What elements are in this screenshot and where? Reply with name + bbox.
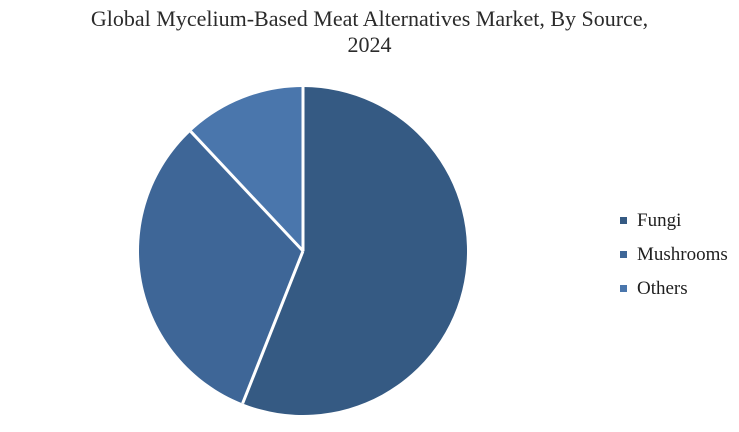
pie-slice-fungi <box>242 87 468 416</box>
chart-legend: Fungi Mushrooms Others <box>620 208 728 300</box>
chart-title: Global Mycelium-Based Meat Alternatives … <box>90 6 649 58</box>
slice-divider <box>189 130 305 253</box>
legend-item-mushrooms: Mushrooms <box>620 242 728 266</box>
pie-chart <box>139 87 468 416</box>
slice-divider <box>241 250 305 405</box>
legend-swatch-others-icon <box>620 284 627 292</box>
legend-item-others: Others <box>620 276 728 300</box>
pie-slice-mushrooms <box>139 131 303 404</box>
legend-item-fungi: Fungi <box>620 208 728 232</box>
legend-label-others: Others <box>637 277 688 299</box>
pie-slice-others <box>190 87 303 251</box>
legend-label-fungi: Fungi <box>637 209 682 231</box>
legend-swatch-fungi-icon <box>620 216 627 224</box>
legend-swatch-mushrooms-icon <box>620 250 627 258</box>
legend-label-mushrooms: Mushrooms <box>637 243 728 265</box>
